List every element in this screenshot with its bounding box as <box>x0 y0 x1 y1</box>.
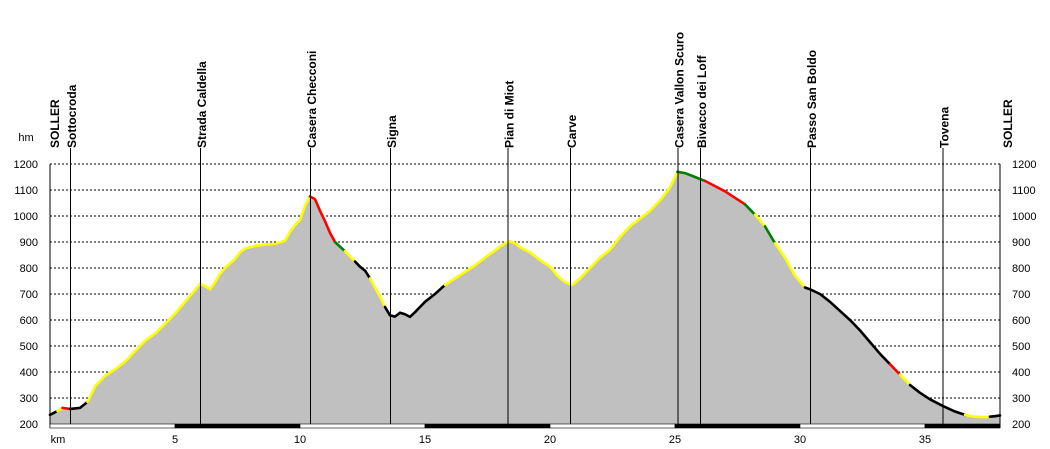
profile-segment <box>703 179 747 206</box>
x-tick-label: 15 <box>419 434 431 446</box>
x-tick-label: 5 <box>172 434 178 446</box>
profile-segment <box>308 195 337 244</box>
waypoint-label: Pian di Miot <box>503 81 517 148</box>
y-tick-label-left: 900 <box>20 237 38 249</box>
profile-area <box>50 171 1000 424</box>
profile-segment <box>803 286 892 366</box>
y-tick-label-left: 1000 <box>14 211 38 223</box>
profile-segment <box>743 203 757 216</box>
elevation-area <box>50 171 1000 424</box>
y-tick-label-right: 500 <box>1012 341 1030 353</box>
y-tick-label-left: 800 <box>20 263 38 275</box>
y-tick-label-left: 500 <box>20 341 38 353</box>
profile-segment <box>888 362 902 376</box>
x-tick-label: 35 <box>919 434 931 446</box>
profile-segment <box>353 260 372 280</box>
x-axis-scale-block <box>174 423 301 429</box>
profile-segment <box>86 195 312 404</box>
profile-segment <box>68 400 89 411</box>
waypoint-label: Signa <box>385 115 399 148</box>
waypoint-label: Tovena <box>938 107 952 148</box>
y-tick-label-right: 1100 <box>1012 185 1036 197</box>
profile-segment <box>333 240 347 253</box>
profile-segment <box>343 249 357 263</box>
y-tick-label-right: 300 <box>1012 393 1030 405</box>
profile-segment <box>753 213 767 228</box>
x-axis-scale-block <box>799 423 926 429</box>
y-tick-label-left: 200 <box>20 419 38 431</box>
waypoint-label: Bivacco dei Loff <box>695 54 709 148</box>
x-axis-unit-label: km <box>51 434 66 446</box>
waypoint-label: Casera Vallon Scuro <box>673 32 687 148</box>
y-tick-label-right: 1000 <box>1012 211 1036 223</box>
y-tick-label-right: 700 <box>1012 289 1030 301</box>
y-tick-label-left: 1100 <box>14 185 38 197</box>
x-tick-label: 25 <box>669 434 681 446</box>
y-tick-label-left: 600 <box>20 315 38 327</box>
x-axis-scale-block <box>424 423 551 429</box>
profile-segment <box>988 414 1002 419</box>
x-tick-label: 30 <box>794 434 806 446</box>
y-axis-unit-label: hm <box>18 132 33 144</box>
waypoints: SOLLER Sottocroda Strada Caldella Casera Ch… <box>48 32 1015 424</box>
axes: hm km 200 200 300 300 400 400 500 500 600 600 700 7… <box>14 132 1037 446</box>
x-axis-scale-block <box>49 423 176 429</box>
x-axis-scale-block <box>299 423 426 429</box>
y-tick-label-right: 600 <box>1012 315 1030 327</box>
waypoint-label: Sottocroda <box>65 84 79 148</box>
x-tick-label: 10 <box>294 434 306 446</box>
profile-segment <box>443 170 679 287</box>
x-axis-scale-block <box>674 423 801 429</box>
y-tick-label-left: 1200 <box>14 159 38 171</box>
profile-segment <box>773 242 807 289</box>
x-tick-label: 20 <box>544 434 556 446</box>
x-axis-scale-block <box>549 423 676 429</box>
profile-segment <box>963 413 992 419</box>
y-tick-label-left: 300 <box>20 393 38 405</box>
y-tick-label-right: 200 <box>1012 419 1030 431</box>
profile-segment <box>48 409 59 417</box>
waypoint-label: Carve <box>565 114 579 148</box>
y-tick-label-right: 900 <box>1012 237 1030 249</box>
y-tick-label-right: 800 <box>1012 263 1030 275</box>
waypoint-label: Strada Caldella <box>195 61 209 148</box>
y-tick-label-left: 700 <box>20 289 38 301</box>
profile-segment <box>383 283 447 319</box>
waypoint-label: SOLLER <box>48 99 62 148</box>
profile-segment <box>763 225 777 245</box>
waypoint-label: Passo San Boldo <box>805 50 819 148</box>
profile-segment <box>898 373 912 387</box>
profile-line-segments <box>48 170 1002 419</box>
y-tick-label-right: 1200 <box>1012 159 1036 171</box>
profile-segment <box>368 277 387 309</box>
waypoint-label: Casera Checconi <box>305 51 319 148</box>
y-tick-label-left: 400 <box>20 367 38 379</box>
waypoint-label: SOLLER <box>1001 99 1015 148</box>
x-axis-scale-block <box>924 423 1001 429</box>
y-tick-label-right: 400 <box>1012 367 1030 379</box>
profile-segment <box>908 383 967 417</box>
